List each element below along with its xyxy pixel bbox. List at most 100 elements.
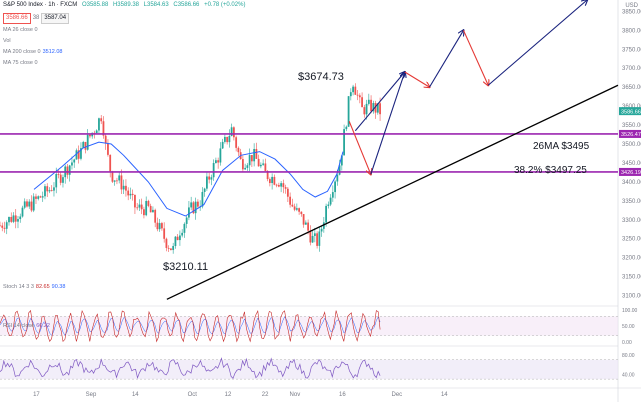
candle-body: [165, 238, 168, 248]
ask-price-box[interactable]: 3587.04: [41, 13, 70, 24]
candle-body: [356, 94, 359, 96]
candle-body: [185, 217, 188, 224]
candle-body: [77, 150, 80, 159]
x-tick-label: Dec: [392, 392, 403, 398]
candle-body: [55, 174, 58, 188]
candle-body: [118, 175, 121, 181]
rsi-band: [0, 359, 618, 380]
candle-body: [86, 134, 89, 150]
candle-body: [125, 185, 127, 191]
candle-body: [304, 222, 307, 225]
candle-body: [232, 127, 235, 138]
candle-body: [217, 160, 220, 163]
candle-body: [374, 103, 377, 113]
candle-body: [230, 127, 233, 136]
stoch-k-value: 82.65: [35, 284, 50, 290]
annotation-high: $3674.73: [298, 71, 344, 83]
candle-body: [237, 147, 240, 153]
ma200-label: MA 200 close 0: [3, 49, 41, 55]
vol-legend[interactable]: Vol: [3, 38, 11, 44]
candle-body: [336, 174, 339, 182]
candle-body: [75, 150, 78, 160]
candle-body: [10, 216, 13, 222]
lower-level-tag-text: 3426.19: [621, 170, 641, 176]
candle-body: [59, 174, 62, 183]
ma75-legend[interactable]: MA 75 close 0: [3, 60, 38, 66]
rsi-legend[interactable]: RSI 14 close 66.22: [3, 323, 50, 329]
candle-body: [161, 223, 163, 229]
candle-body: [140, 204, 143, 210]
stoch-tick-label: 100.00: [622, 308, 638, 314]
candle-body: [248, 155, 251, 166]
candle-body: [219, 148, 222, 163]
ma26-legend[interactable]: MA 26 close 0: [3, 27, 38, 33]
candle-body: [102, 121, 105, 136]
stoch-d-line: [0, 316, 381, 336]
y-tick-label: 3150.00: [622, 275, 641, 281]
candle-body: [340, 155, 343, 166]
candle-body: [208, 176, 211, 180]
candle-body: [363, 107, 366, 115]
candle-body: [379, 103, 381, 115]
candles: [0, 83, 381, 254]
candle-body: [163, 228, 166, 239]
candle-body: [206, 176, 208, 189]
stoch-tick-label: 0.00: [622, 340, 632, 346]
candle-body: [71, 162, 73, 166]
stoch-d-value: 90.38: [51, 284, 66, 290]
candle-body: [295, 208, 298, 210]
candle-body: [138, 204, 141, 208]
candle-body: [152, 209, 154, 213]
ohlc-close: C3586.66: [173, 2, 200, 8]
candle-body: [280, 183, 283, 187]
projection-arrow-up: [429, 30, 464, 88]
candle-body: [271, 176, 274, 184]
candle-body: [57, 174, 60, 175]
last-price-tag-text: 3586.66: [621, 109, 641, 115]
candle-body: [352, 86, 354, 93]
candle-body: [235, 137, 238, 148]
candle-body: [53, 187, 55, 191]
candle-body: [338, 165, 341, 175]
candle-body: [176, 236, 179, 241]
candle-body: [28, 201, 31, 207]
candle-body: [343, 129, 345, 156]
rsi-tick-label: 80.00: [622, 353, 635, 359]
candle-body: [349, 92, 352, 97]
candle-body: [365, 103, 368, 115]
candle-body: [329, 197, 332, 205]
stoch-legend[interactable]: Stoch 14 3 3 82.65 90.38: [3, 284, 65, 290]
candle-body: [286, 188, 289, 197]
candle-body: [313, 233, 316, 236]
stoch-k-line: [0, 309, 381, 343]
candle-body: [131, 193, 134, 195]
stoch-label: Stoch 14 3 3: [3, 284, 34, 290]
y-tick-label: 3400.00: [622, 180, 641, 186]
bid-price-box[interactable]: 3586.66: [3, 13, 31, 24]
candle-body: [37, 196, 40, 199]
candle-body: [66, 166, 69, 175]
candle-body: [268, 179, 271, 184]
candle-body: [154, 209, 157, 223]
candle-body: [210, 177, 213, 180]
candle-body: [190, 202, 193, 208]
candle-body: [95, 130, 98, 134]
candle-body: [266, 170, 269, 180]
candle-body: [48, 190, 51, 192]
candle-body: [221, 141, 224, 149]
projection-arrow-down: [404, 71, 430, 87]
candle-body: [156, 222, 159, 230]
candle-body: [183, 223, 186, 233]
upper-level-tag: [619, 129, 641, 138]
candle-body: [376, 103, 379, 113]
ma26-line: [33, 141, 344, 217]
x-tick-label: 12: [225, 392, 232, 398]
candle-body: [277, 185, 280, 187]
y-tick-label: 3300.00: [622, 218, 641, 224]
candle-body: [181, 232, 184, 236]
candle-body: [320, 228, 323, 232]
ma200-legend[interactable]: MA 200 close 0 3512.08: [3, 49, 63, 55]
candle-body: [170, 248, 172, 251]
candle-body: [197, 201, 199, 207]
